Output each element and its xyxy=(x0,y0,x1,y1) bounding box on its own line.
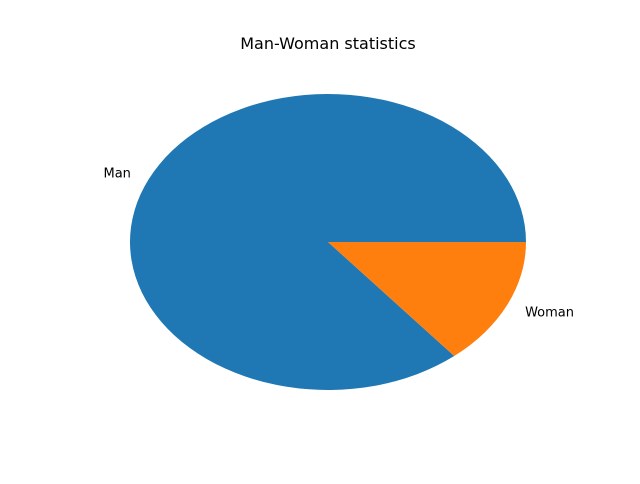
pie-label-man: Man xyxy=(104,167,131,182)
pie-slice-man xyxy=(130,94,526,391)
pie-slices xyxy=(130,94,526,391)
pie-label-woman: Woman xyxy=(525,305,574,320)
pie-slice-woman xyxy=(328,242,526,357)
pie-slice-labels: Man Woman xyxy=(104,167,574,321)
chart-title: Man-Woman statistics xyxy=(240,34,415,53)
